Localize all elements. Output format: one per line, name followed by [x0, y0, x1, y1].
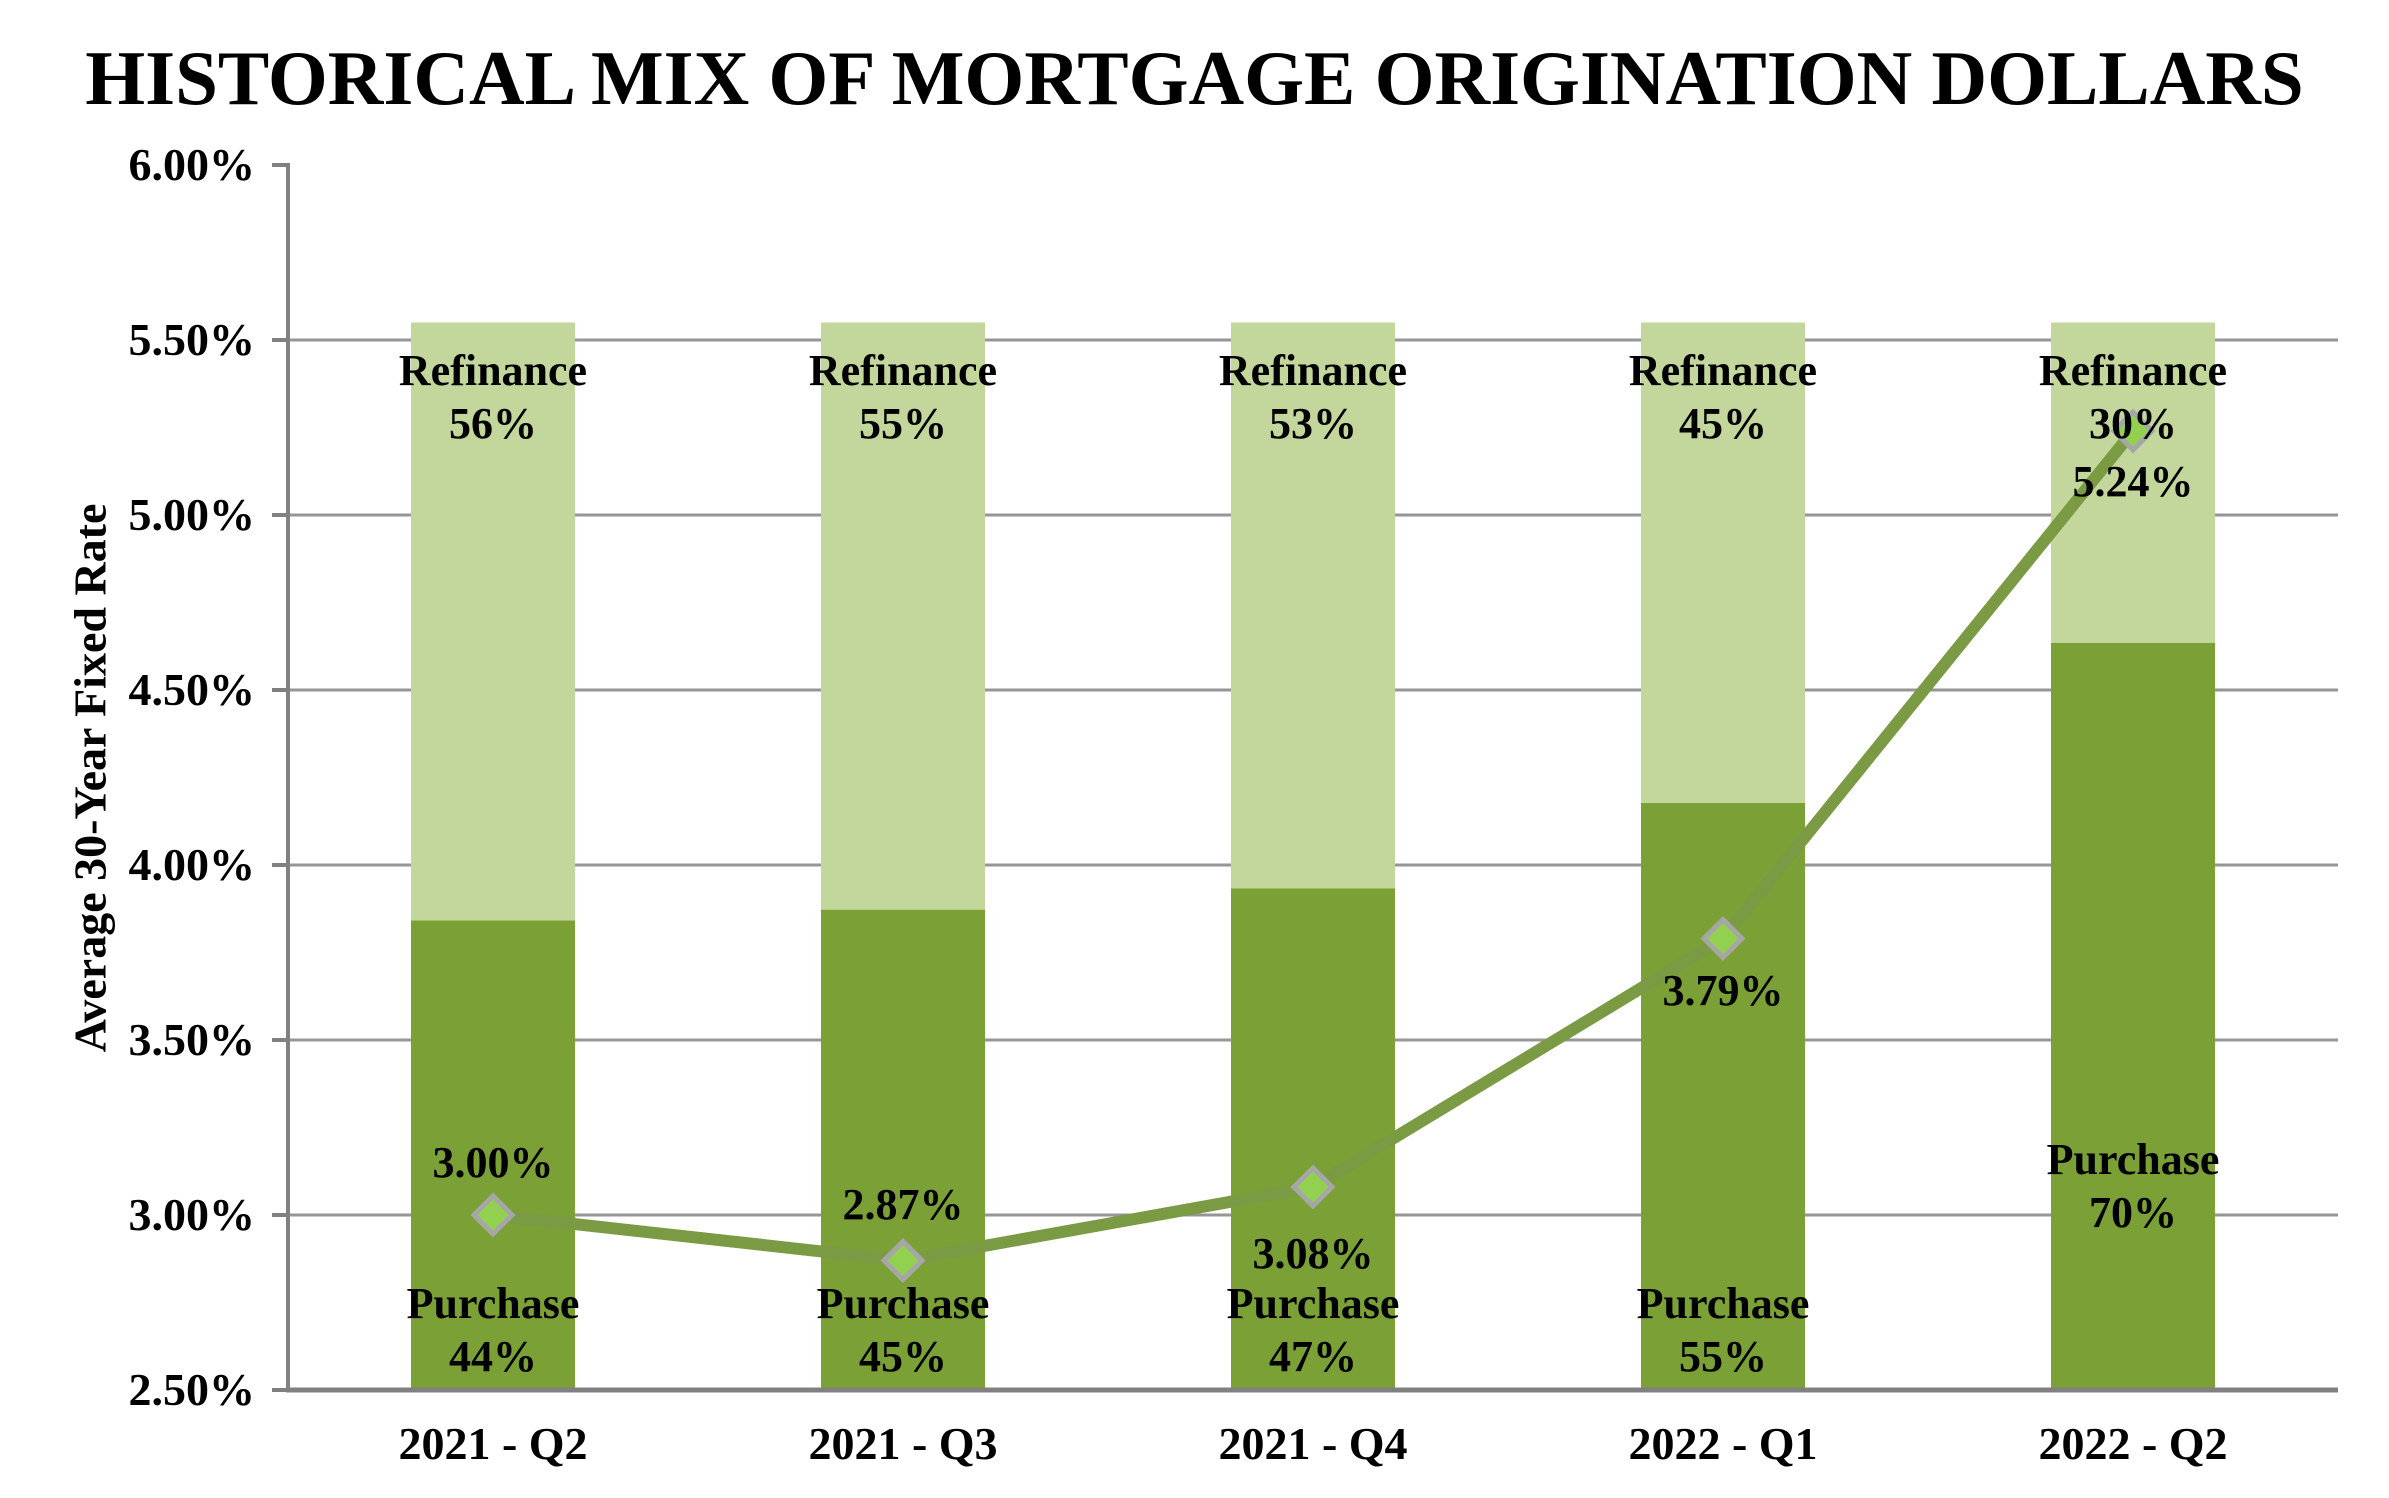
purchase-label-pct-4: 70%	[2089, 1188, 2177, 1237]
x-category-label-2: 2021 - Q4	[1218, 1418, 1408, 1469]
x-category-label-4: 2022 - Q2	[2038, 1418, 2228, 1469]
purchase-bar-segment-0	[411, 920, 575, 1390]
rate-point-label-2: 3.08%	[1252, 1229, 1374, 1278]
refinance-bar-segment-3	[1641, 322, 1805, 803]
purchase-label-pct-3: 55%	[1679, 1332, 1767, 1381]
rate-marker-4	[2110, 408, 2156, 454]
rate-point-label-3: 3.79%	[1662, 965, 1784, 1015]
refinance-label-name-2: Refinance	[1218, 346, 1408, 395]
y-tick-label-4: 4.00%	[128, 839, 256, 890]
purchase-label-name-4: Purchase	[2046, 1135, 2220, 1184]
purchase-bar-segment-3	[1641, 802, 1805, 1390]
y-tick-label-5: 3.50%	[128, 1014, 256, 1065]
y-tick-label-1: 5.50%	[128, 314, 256, 365]
refinance-label-pct-1: 55%	[859, 399, 947, 448]
refinance-bar-segment-0	[411, 322, 575, 921]
purchase-label-name-0: Purchase	[406, 1279, 580, 1328]
chart-title: HISTORICAL MIX OF MORTGAGE ORIGINATION D…	[85, 35, 2304, 121]
y-tick-label-3: 4.50%	[128, 664, 256, 715]
rate-point-label-4: 5.24%	[2072, 457, 2194, 506]
rate-marker-0	[470, 1192, 516, 1238]
refinance-label-pct-2: 53%	[1269, 399, 1357, 448]
y-tick-label-0: 6.00%	[128, 139, 256, 190]
rate-point-label-0: 3.00%	[432, 1138, 554, 1187]
purchase-bar-segment-1	[821, 909, 985, 1390]
refinance-bar-segment-4	[2051, 322, 2215, 643]
purchase-bar-segment-4	[2051, 642, 2215, 1390]
refinance-label-name-0: Refinance	[398, 346, 588, 395]
refinance-bar-segment-2	[1231, 322, 1395, 889]
rate-marker-3	[1700, 915, 1746, 962]
y-tick-label-6: 3.00%	[128, 1189, 256, 1240]
y-axis-title: Average 30-Year Fixed Rate	[64, 503, 116, 1053]
purchase-label-pct-1: 45%	[859, 1332, 947, 1381]
rate-marker-2	[1290, 1164, 1336, 1210]
purchase-label-name-1: Purchase	[816, 1279, 990, 1328]
purchase-bar-segment-2	[1231, 888, 1395, 1390]
refinance-label-name-1: Refinance	[808, 346, 998, 395]
refinance-bar-segment-1	[821, 322, 985, 910]
y-tick-label-7: 2.50%	[128, 1364, 256, 1415]
refinance-label-pct-3: 45%	[1679, 399, 1767, 448]
purchase-label-name-3: Purchase	[1636, 1279, 1810, 1328]
refinance-label-name-4: Refinance	[2038, 346, 2228, 395]
refinance-label-pct-4: 30%	[2089, 399, 2177, 448]
refinance-label-name-3: Refinance	[1628, 346, 1818, 395]
refinance-label-pct-0: 56%	[449, 399, 537, 448]
x-category-label-1: 2021 - Q3	[808, 1418, 998, 1469]
x-category-label-0: 2021 - Q2	[398, 1418, 588, 1469]
purchase-label-pct-2: 47%	[1269, 1332, 1357, 1381]
purchase-label-name-2: Purchase	[1226, 1279, 1400, 1328]
rate-point-label-1: 2.87%	[842, 1179, 964, 1229]
rate-marker-1	[880, 1237, 926, 1284]
purchase-label-pct-0: 44%	[449, 1332, 537, 1381]
y-tick-label-2: 5.00%	[128, 489, 256, 540]
x-category-label-3: 2022 - Q1	[1628, 1418, 1818, 1469]
